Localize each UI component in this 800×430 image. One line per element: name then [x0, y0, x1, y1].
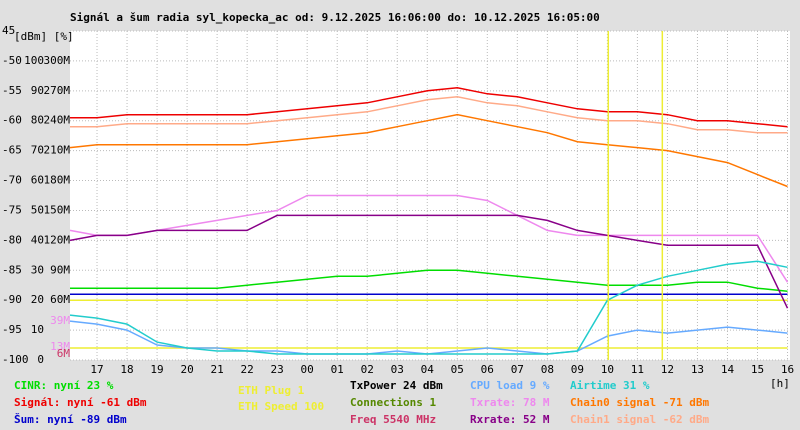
- annotation: 6M: [57, 347, 71, 360]
- y2-tick-label: 30: [31, 263, 44, 276]
- x-tick-label: 19: [150, 363, 163, 376]
- y2-tick-label: 20: [31, 293, 44, 306]
- legend-entry: Txrate: 78 M: [470, 396, 550, 409]
- y3-tick-label: 120M: [44, 233, 71, 246]
- y-tick-label: -60: [2, 114, 22, 127]
- legend-entry: ETH Speed 100: [238, 400, 324, 413]
- x-tick-label: 00: [301, 363, 314, 376]
- legend-entry: Airtime 31 %: [570, 379, 650, 392]
- x-tick-label: 04: [421, 363, 435, 376]
- legend-entry: Freq 5540 MHz: [350, 413, 436, 426]
- y2-tick-label: 80: [31, 114, 44, 127]
- y2-tick-label: 90: [31, 84, 44, 97]
- x-tick-label: 16: [781, 363, 794, 376]
- series-line: [70, 87, 788, 128]
- x-tick-label: 12: [661, 363, 674, 376]
- y-tick-label: -65: [2, 144, 22, 157]
- series-line: [69, 214, 789, 309]
- y3-tick-label: 270M: [44, 84, 71, 97]
- y2-tick-label: 60: [31, 174, 44, 187]
- series-line: [69, 260, 788, 355]
- legend-entry: CINR: nyní 23 %: [14, 379, 114, 392]
- x-tick-label: 11: [631, 363, 644, 376]
- legend-entry: Signál: nyní -61 dBm: [14, 396, 147, 409]
- series-line: [70, 96, 788, 134]
- y-tick-label: -70: [2, 174, 22, 187]
- x-tick-label: 21: [210, 363, 223, 376]
- series-line: [70, 269, 788, 292]
- x-tick-label: 02: [361, 363, 374, 376]
- x-tick-label: 05: [451, 363, 464, 376]
- y-tick-label: -80: [2, 233, 22, 246]
- y-tick-label: 45: [2, 24, 15, 37]
- legend-entry: ETH Plug 1: [238, 384, 305, 397]
- legend-entry: Chain0 signal -71 dBm: [570, 396, 709, 409]
- y3-tick-label: 90M: [50, 263, 70, 276]
- x-tick-label: 08: [541, 363, 554, 376]
- y3-tick-label: 240M: [44, 114, 71, 127]
- x-tick-label: 15: [751, 363, 764, 376]
- x-tick-label: 18: [120, 363, 133, 376]
- x-tick-label: 01: [331, 363, 344, 376]
- annotation: 13M: [50, 340, 70, 353]
- x-tick-label: 06: [481, 363, 494, 376]
- x-unit: [h]: [770, 377, 790, 390]
- y3-tick-label: 150M: [44, 203, 71, 216]
- x-tick-label: 23: [271, 363, 284, 376]
- legend-entry: Connections 1: [350, 396, 436, 409]
- y-tick-label: -55: [2, 84, 22, 97]
- y2-tick-label: 100: [24, 54, 44, 67]
- series-line: [69, 113, 788, 188]
- annotation: 39M: [50, 314, 70, 327]
- y2-tick-label: 0: [37, 353, 44, 366]
- y3-tick-label: 210M: [44, 144, 71, 157]
- axis-units: [dBm] [%]: [14, 30, 74, 43]
- y-tick-label: -95: [2, 323, 22, 336]
- x-tick-label: 07: [511, 363, 524, 376]
- y2-tick-label: 50: [31, 203, 44, 216]
- x-tick-label: 17: [90, 363, 103, 376]
- legend-entry: Rxrate: 52 M: [470, 413, 550, 426]
- y-tick-label: -50: [2, 54, 22, 67]
- y2-tick-label: 70: [31, 144, 44, 157]
- series-line: [69, 194, 789, 283]
- legend-entry: Chain1 signal -62 dBm: [570, 413, 709, 426]
- y3-tick-label: 60M: [50, 293, 70, 306]
- y2-tick-label: 10: [31, 323, 44, 336]
- x-tick-label: 22: [241, 363, 254, 376]
- x-tick-label: 13: [691, 363, 704, 376]
- y-tick-label: -85: [2, 263, 22, 276]
- x-tick-label: 20: [180, 363, 193, 376]
- x-tick-label: 03: [391, 363, 404, 376]
- y2-tick-label: 40: [31, 233, 44, 246]
- chart-title: Signál a šum radia syl_kopecka_ac od: 9.…: [70, 11, 600, 24]
- legend-entry: Šum: nyní -89 dBm: [14, 413, 127, 426]
- y-tick-label: -75: [2, 203, 22, 216]
- y3-tick-label: 180M: [44, 174, 71, 187]
- legend-entry: TxPower 24 dBm: [350, 379, 443, 392]
- y3-tick-label: 300M: [44, 54, 71, 67]
- y-tick-label: -100: [2, 353, 29, 366]
- x-tick-label: 09: [571, 363, 584, 376]
- x-tick-label: 10: [601, 363, 614, 376]
- y-tick-label: -90: [2, 293, 22, 306]
- legend-entry: CPU load 9 %: [470, 379, 550, 392]
- x-tick-label: 14: [721, 363, 735, 376]
